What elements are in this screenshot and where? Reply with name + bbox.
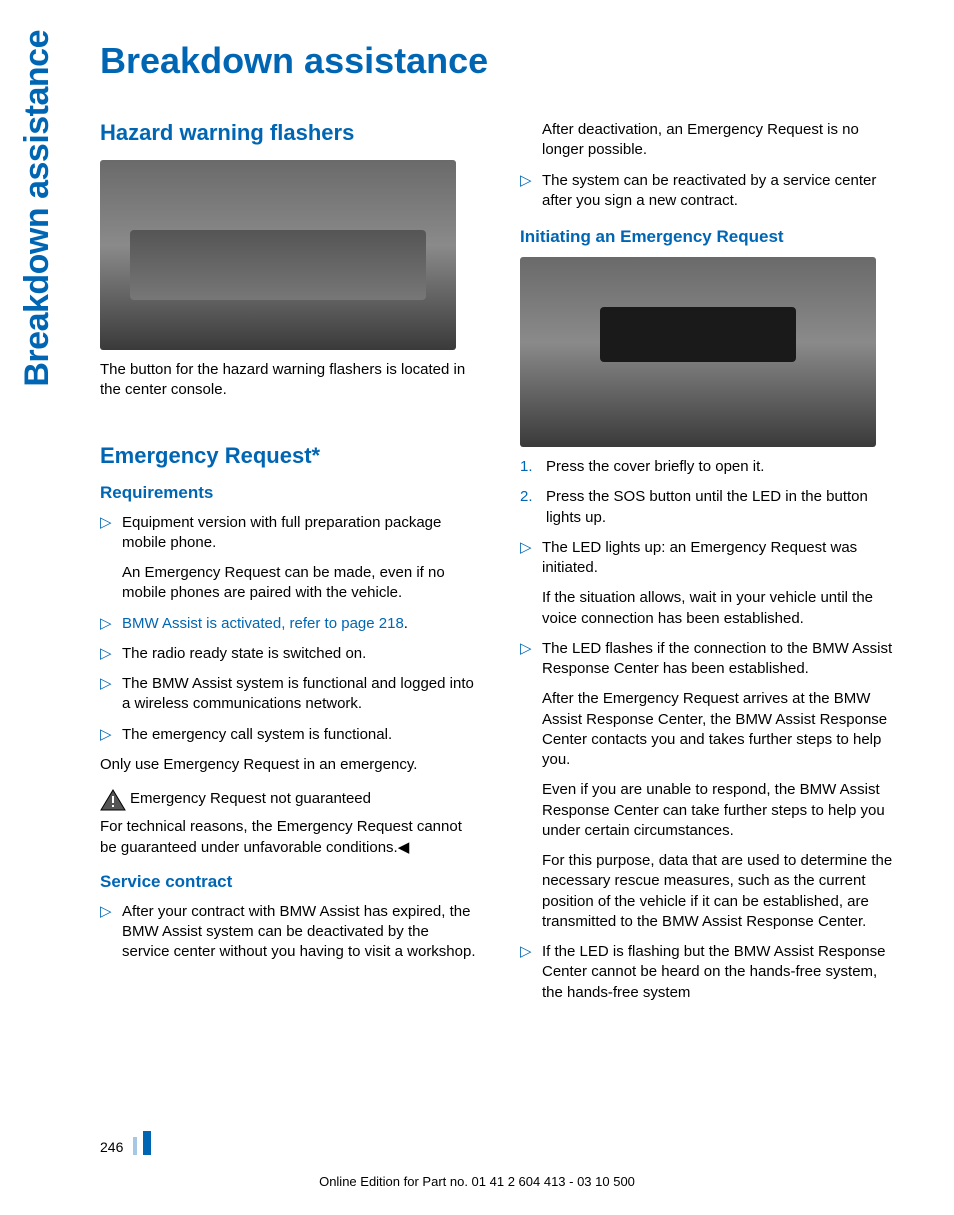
list-item: ▷ After your contract with BMW Assist ha… xyxy=(100,902,480,963)
caption-hazard: The button for the hazard warning flashe… xyxy=(100,360,480,401)
list-text: BMW Assist is activated, refer to page 2… xyxy=(122,614,480,634)
bullet-icon: ▷ xyxy=(520,942,542,1003)
page-number-block: 246 xyxy=(100,1131,151,1155)
list-text: The LED lights up: an Emergency Request … xyxy=(542,538,900,579)
list-item: ▷ The BMW Assist system is functional an… xyxy=(100,674,480,715)
warning-triangle-icon xyxy=(100,789,126,817)
list-text: Press the cover briefly to open it. xyxy=(546,457,900,477)
list-text: The BMW Assist system is functional and … xyxy=(122,674,480,715)
heading-hazard: Hazard warning flashers xyxy=(100,120,480,146)
list-text: Press the SOS button until the LED in th… xyxy=(546,487,900,528)
list-item: ▷ Equipment version with full preparatio… xyxy=(100,513,480,554)
reactivate-list: ▷ The system can be reactivated by a ser… xyxy=(520,171,900,212)
page-content: Breakdown assistance Hazard warning flas… xyxy=(100,40,915,1013)
led-states-list: ▷ The LED lights up: an Emergency Reques… xyxy=(520,538,900,579)
continuation-text: After deactivation, an Emergency Request… xyxy=(542,120,900,161)
bullet-icon: ▷ xyxy=(520,171,542,212)
list-subtext: For this purpose, data that are used to … xyxy=(542,851,900,932)
bullet-icon: ▷ xyxy=(520,538,542,579)
requirements-list-2: ▷ BMW Assist is activated, refer to page… xyxy=(100,614,480,745)
list-text: Equipment version with full preparation … xyxy=(122,513,480,554)
list-subtext: If the situation allows, wait in your ve… xyxy=(542,588,900,629)
page-number-bar xyxy=(143,1131,151,1155)
list-text: After your contract with BMW Assist has … xyxy=(122,902,480,963)
list-item: ▷ The LED flashes if the connection to t… xyxy=(520,639,900,680)
warning-block: Emergency Request not guaranteed For tec… xyxy=(100,789,480,858)
list-item: ▷ If the LED is flashing but the BMW Ass… xyxy=(520,942,900,1003)
warning-title-line: Emergency Request not guaranteed xyxy=(100,789,480,817)
list-text: The radio ready state is switched on. xyxy=(122,644,480,664)
image-sos-panel xyxy=(520,257,876,447)
left-column: Hazard warning flashers The button for t… xyxy=(100,120,480,1013)
list-item: 2. Press the SOS button until the LED in… xyxy=(520,487,900,528)
image-center-console xyxy=(100,160,456,350)
page-title: Breakdown assistance xyxy=(100,40,915,82)
note-emergency-only: Only use Emergency Request in an emergen… xyxy=(100,755,480,775)
list-subtext: After the Emergency Request arrives at t… xyxy=(542,689,900,770)
warning-body: For technical reasons, the Emergency Req… xyxy=(100,817,480,858)
two-column-layout: Hazard warning flashers The button for t… xyxy=(100,120,915,1013)
initiating-steps: 1. Press the cover briefly to open it. 2… xyxy=(520,457,900,528)
list-item: 1. Press the cover briefly to open it. xyxy=(520,457,900,477)
link-period: . xyxy=(404,615,408,632)
heading-requirements: Requirements xyxy=(100,483,480,503)
bullet-icon: ▷ xyxy=(100,674,122,715)
warning-title: Emergency Request not guaranteed xyxy=(130,790,371,807)
list-subtext: Even if you are unable to respond, the B… xyxy=(542,780,900,841)
step-number: 1. xyxy=(520,457,546,477)
list-text: The system can be reactivated by a servi… xyxy=(542,171,900,212)
list-item: ▷ The radio ready state is switched on. xyxy=(100,644,480,664)
heading-service-contract: Service contract xyxy=(100,872,480,892)
bullet-icon: ▷ xyxy=(100,725,122,745)
list-subtext: An Emergency Request can be made, even i… xyxy=(122,563,480,604)
footer-text: Online Edition for Part no. 01 41 2 604 … xyxy=(0,1174,954,1189)
bullet-icon: ▷ xyxy=(520,639,542,680)
list-text: The emergency call system is functional. xyxy=(122,725,480,745)
page-number-bar-light xyxy=(133,1137,137,1155)
list-text: If the LED is flashing but the BMW Assis… xyxy=(542,942,900,1003)
side-tab: Breakdown assistance xyxy=(18,30,57,387)
step-number: 2. xyxy=(520,487,546,528)
bullet-icon: ▷ xyxy=(100,902,122,963)
right-column: After deactivation, an Emergency Request… xyxy=(520,120,900,1013)
list-item: ▷ The system can be reactivated by a ser… xyxy=(520,171,900,212)
bullet-icon: ▷ xyxy=(100,614,122,634)
list-item: ▷ The LED lights up: an Emergency Reques… xyxy=(520,538,900,579)
service-contract-list: ▷ After your contract with BMW Assist ha… xyxy=(100,902,480,963)
list-text: The LED flashes if the connection to the… xyxy=(542,639,900,680)
bullet-icon: ▷ xyxy=(100,513,122,554)
list-item: ▷ The emergency call system is functiona… xyxy=(100,725,480,745)
led-states-list-2: ▷ The LED flashes if the connection to t… xyxy=(520,639,900,680)
heading-emergency-request: Emergency Request* xyxy=(100,443,480,469)
requirements-list: ▷ Equipment version with full preparatio… xyxy=(100,513,480,554)
page-number: 246 xyxy=(100,1139,127,1155)
bullet-icon: ▷ xyxy=(100,644,122,664)
heading-initiating: Initiating an Emergency Request xyxy=(520,227,900,247)
link-bmw-assist[interactable]: BMW Assist is activated, refer to page 2… xyxy=(122,615,404,632)
led-states-list-3: ▷ If the LED is flashing but the BMW Ass… xyxy=(520,942,900,1003)
list-item: ▷ BMW Assist is activated, refer to page… xyxy=(100,614,480,634)
